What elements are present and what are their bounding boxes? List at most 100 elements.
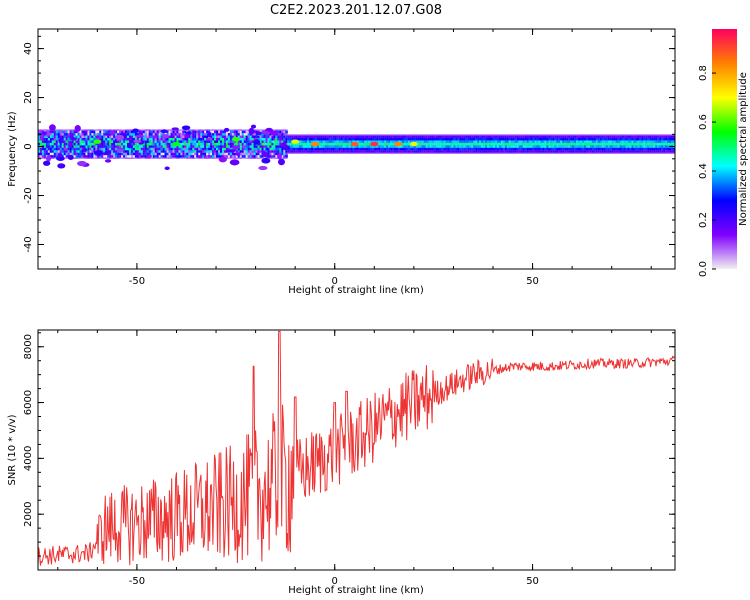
heatmap-cell [332,145,336,148]
heatmap-cell [451,135,454,138]
heatmap-cell [283,140,286,143]
heatmap-cell [176,137,179,141]
heatmap-cell [55,130,59,134]
heatmap-cell [223,137,227,141]
heatmap-cell [441,140,445,143]
heatmap-cell [253,147,257,151]
heatmap-cell [148,152,152,156]
heatmap-cell [132,152,136,156]
heatmap-cell [637,135,640,138]
heatmap-cell [522,145,526,148]
heatmap-cell [479,150,482,153]
heatmap-cell [231,135,235,138]
heatmap-cell [134,137,138,141]
heatmap-cell [221,137,225,141]
heatmap-cell [77,147,81,151]
heatmap-cell [403,145,407,148]
heatmap-cell [144,133,148,136]
heatmap-cell [378,150,381,153]
heatmap-cell [312,140,316,143]
heatmap-cell [287,142,290,146]
heatmap-cell [311,150,314,153]
heatmap-cell [43,147,47,151]
heatmap-cell [301,145,304,148]
heatmap-cell [239,155,243,158]
heatmap-cell [445,150,448,153]
heatmap-cell [188,135,191,138]
heatmap-cell [289,142,292,146]
heatmap-cell [127,150,130,153]
heatmap-cell [237,150,241,153]
heatmap-cell [649,137,652,141]
heatmap-cell [496,150,500,153]
heatmap-cell [320,140,324,143]
heatmap-cell [655,147,658,151]
heatmap-cell [398,135,401,138]
heatmap-cell [352,135,356,138]
heatmap-cell [498,142,502,146]
heatmap-cell [115,155,118,158]
heatmap-cell [653,145,656,148]
heatmap-cell [494,135,498,138]
heatmap-cell [105,140,108,143]
heatmap-cell [487,147,490,151]
heatmap-cell [538,142,541,146]
heatmap-cell [647,147,650,151]
heatmap-cell [39,142,43,146]
heatmap-cell [107,130,110,134]
heatmap-blob [58,137,64,144]
heatmap-cell [251,147,255,151]
heatmap-cell [560,135,563,138]
heatmap-cell [423,137,427,141]
heatmap-cell [465,150,468,153]
heatmap-cell [241,135,245,138]
heatmap-cell [372,137,375,141]
heatmap-cell [542,145,545,148]
heatmap-cell [362,145,365,148]
heatmap-cell [346,140,350,143]
heatmap-cell [500,145,504,148]
heatmap-cell [524,140,528,143]
heatmap-cell [144,145,148,148]
heatmap-cell [255,135,259,138]
heatmap-cell [186,147,189,151]
heatmap-cell [487,137,490,141]
heatmap-cell [629,137,632,141]
heatmap-cell [516,140,520,143]
heatmap-cell [354,137,357,141]
heatmap-cell [130,145,134,148]
heatmap-cell [643,150,646,153]
heatmap-cell [546,142,549,146]
heatmap-cell [564,145,567,148]
heatmap-cell [390,140,393,143]
heatmap-cell [409,137,413,141]
heatmap-cell [619,140,623,143]
heatmap-cell [619,135,623,138]
heatmap-cell [87,130,90,134]
heatmap-cell [338,140,342,143]
heatmap-cell [81,140,84,143]
heatmap-hot-spot [370,141,379,147]
heatmap-cell [121,152,124,156]
heatmap-cell [322,145,326,148]
heatmap-cell [166,142,170,146]
heatmap-cell [95,147,98,151]
heatmap-cell [146,152,150,156]
heatmap-cell [212,135,215,138]
heatmap-cell [504,135,508,138]
heatmap-cell [214,133,217,136]
heatmap-cell [297,150,300,153]
heatmap-cell [475,147,478,151]
heatmap-cell [370,150,373,153]
heatmap-cell [178,130,181,134]
heatmap-cell [500,135,504,138]
heatmap-cell [643,135,646,138]
heatmap-cell [491,137,494,141]
heatmap-cell [439,147,443,151]
heatmap-cell [661,145,664,148]
heatmap-cell [669,150,672,153]
heatmap-cell [433,142,437,146]
heatmap-cell [77,142,81,146]
heatmap-cell [451,147,454,151]
heatmap-cell [659,135,662,138]
